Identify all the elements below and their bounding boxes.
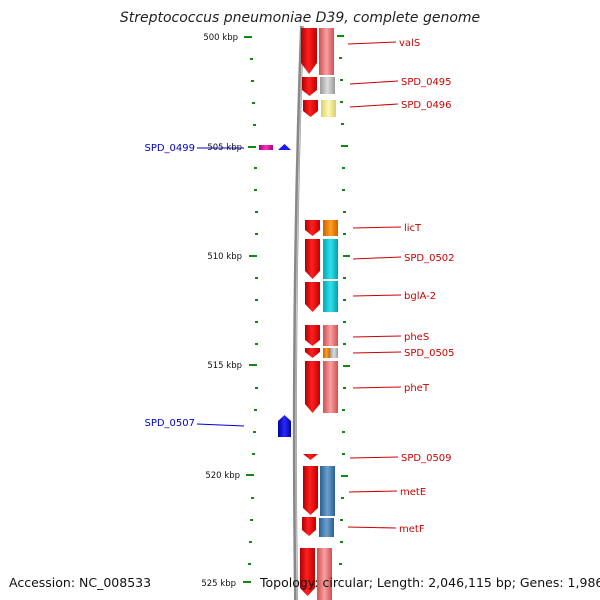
accession-label: Accession: NC_008533 [9, 575, 152, 590]
category-bar-SPD_0502 [323, 239, 338, 279]
category-bar-bglA-2 [323, 281, 338, 312]
scale-label-500: 500 kbp [203, 33, 238, 43]
scale-minor-ticks-left [248, 58, 258, 565]
category-bar-SPD_0505-b [330, 348, 338, 358]
gene-arrow-SPD_0509[interactable] [303, 454, 318, 460]
category-bar-licT [323, 220, 338, 236]
category-bars [317, 28, 338, 600]
category-bar-partial [317, 548, 332, 600]
gene-label-valS[interactable]: valS [399, 38, 420, 49]
category-bar-SPD_0496 [321, 100, 336, 117]
gene-label-SPD_0499[interactable]: SPD_0499 [144, 143, 195, 154]
genome-title: Streptococcus pneumoniae D39, complete g… [119, 10, 481, 26]
gene-arrow-metF[interactable] [302, 517, 316, 536]
reverse-leader-lines [196, 147, 245, 427]
gene-label-pheT[interactable]: pheT [404, 383, 430, 394]
gene-arrow-SPD_0499-partner [259, 145, 273, 150]
category-bar-valS [319, 28, 334, 75]
gene-label-metF[interactable]: metF [399, 524, 425, 535]
scale-label-525: 525 kbp [201, 579, 236, 589]
gene-arrow-SPD_0495[interactable] [302, 77, 317, 96]
gene-label-SPD_0507[interactable]: SPD_0507 [144, 418, 195, 429]
gene-arrow-metE[interactable] [303, 466, 318, 515]
genome-backbone-highlight [295, 25, 304, 600]
category-bar-pheS [323, 325, 338, 346]
scale-major-ticks [243, 36, 257, 583]
scale-label-510: 510 kbp [207, 252, 242, 262]
gene-label-SPD_0505[interactable]: SPD_0505 [404, 348, 455, 359]
forward-gene-arrows [300, 28, 320, 596]
reverse-gene-arrows [259, 144, 291, 437]
gene-arrow-SPD_0499[interactable] [278, 144, 291, 150]
genome-backbone [292, 25, 304, 600]
category-bar-SPD_0495 [320, 77, 335, 94]
scale-label-515: 515 kbp [207, 361, 242, 371]
gene-arrow-pheS[interactable] [305, 325, 320, 346]
gene-label-metE[interactable]: metE [400, 487, 426, 498]
category-bar-pheT [323, 361, 338, 413]
topology-label: Topology: circular; Length: 2,046,115 bp… [260, 575, 600, 590]
category-bar-metF [319, 518, 334, 537]
gene-label-pheS[interactable]: pheS [404, 332, 429, 343]
gene-arrow-bglA-2[interactable] [305, 282, 320, 312]
gene-arrow-pheT[interactable] [305, 361, 320, 413]
gene-arrow-SPD_0496[interactable] [303, 100, 318, 117]
gene-label-bglA-2[interactable]: bglA-2 [404, 291, 436, 302]
gene-label-SPD_0502[interactable]: SPD_0502 [404, 253, 455, 264]
gene-label-licT[interactable]: licT [404, 223, 422, 234]
category-bar-SPD_0505-a [323, 348, 330, 358]
gene-label-SPD_0509[interactable]: SPD_0509 [401, 453, 452, 464]
gene-arrow-SPD_0502[interactable] [305, 239, 320, 279]
category-bar-metE [320, 466, 335, 516]
scale-ticks-right [337, 35, 350, 565]
gene-arrow-partial [300, 548, 315, 596]
forward-leader-lines [347, 41, 402, 529]
gene-arrow-SPD_0505[interactable] [305, 348, 320, 358]
gene-arrow-SPD_0507[interactable] [278, 415, 291, 437]
gene-label-SPD_0496[interactable]: SPD_0496 [401, 100, 452, 111]
scale-label-520: 520 kbp [205, 471, 240, 481]
gene-arrow-valS[interactable] [301, 28, 317, 74]
gene-label-SPD_0495[interactable]: SPD_0495 [401, 77, 452, 88]
gene-arrow-licT[interactable] [305, 220, 320, 236]
